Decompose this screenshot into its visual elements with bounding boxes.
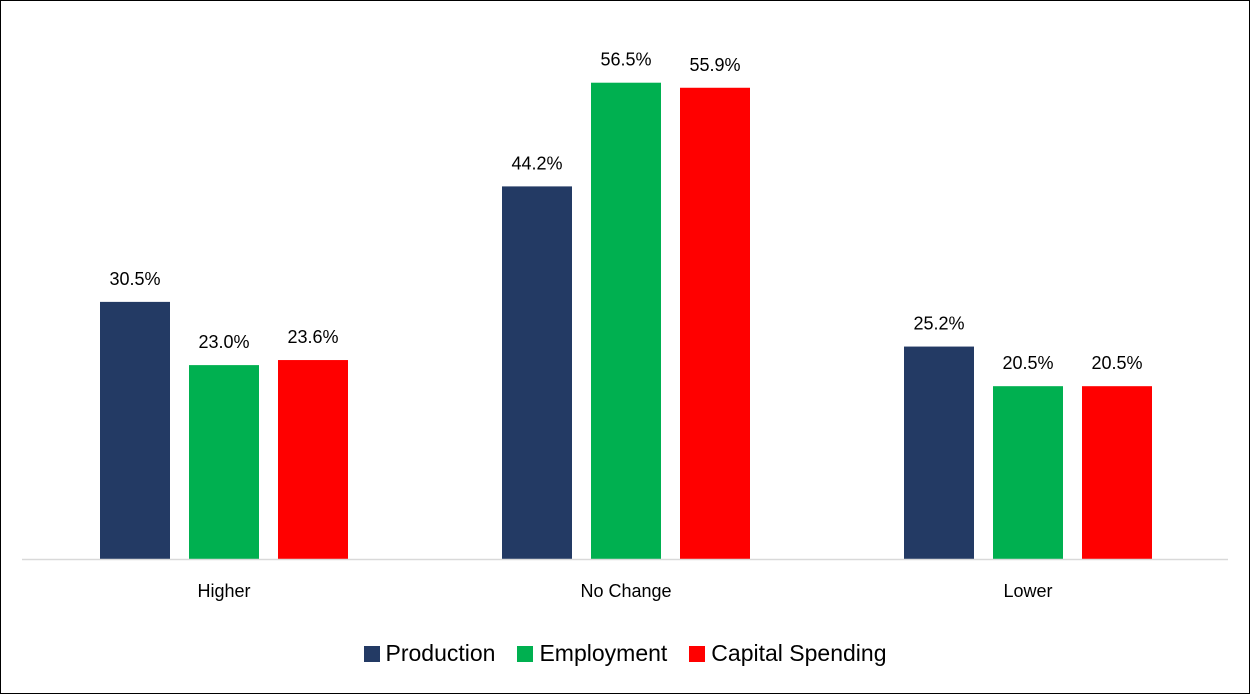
data-label-capital-spending-higher: 23.6% bbox=[287, 327, 338, 347]
legend-item-production: Production bbox=[363, 640, 496, 667]
legend-swatch-production bbox=[363, 645, 380, 662]
bar-production-higher bbox=[100, 301, 170, 559]
legend-label-employment: Employment bbox=[539, 640, 668, 666]
x-tick-label-no-change: No Change bbox=[580, 581, 671, 601]
x-tick-label-higher: Higher bbox=[197, 581, 250, 601]
legend-swatch-employment bbox=[517, 645, 534, 662]
bar-production-lower bbox=[904, 346, 974, 559]
bar-capital-spending-no-change bbox=[680, 87, 750, 559]
data-labels-layer: 30.5% 23.0% 23.6% 44.2% 56.5% 55.9% 25.2% 20.5%… bbox=[109, 50, 1142, 373]
legend-swatch-capital-spending bbox=[689, 645, 706, 662]
data-label-employment-lower: 20.5% bbox=[1002, 353, 1053, 373]
bar-employment-no-change bbox=[591, 82, 661, 559]
legend-item-capital-spending: Capital Spending bbox=[689, 640, 886, 667]
bar-production-no-change bbox=[502, 186, 572, 560]
legend: Production Employment Capital Spending bbox=[0, 640, 1250, 667]
bar-capital-spending-higher bbox=[278, 360, 348, 559]
data-label-employment-no-change: 56.5% bbox=[600, 50, 651, 70]
data-label-employment-higher: 23.0% bbox=[198, 332, 249, 352]
data-label-capital-spending-lower: 20.5% bbox=[1091, 353, 1142, 373]
legend-label-production: Production bbox=[385, 640, 496, 666]
data-label-capital-spending-no-change: 55.9% bbox=[689, 55, 740, 75]
bar-capital-spending-lower bbox=[1082, 386, 1152, 559]
bars-layer bbox=[100, 82, 1152, 560]
legend-label-capital-spending: Capital Spending bbox=[711, 640, 887, 666]
data-label-production-higher: 30.5% bbox=[109, 269, 160, 289]
bar-employment-lower bbox=[993, 386, 1063, 559]
bar-employment-higher bbox=[189, 365, 259, 559]
data-label-production-no-change: 44.2% bbox=[511, 153, 562, 173]
x-tick-labels: Higher No Change Lower bbox=[197, 581, 1052, 601]
data-label-production-lower: 25.2% bbox=[913, 314, 964, 334]
legend-item-employment: Employment bbox=[517, 640, 667, 667]
x-tick-label-lower: Lower bbox=[1003, 581, 1052, 601]
